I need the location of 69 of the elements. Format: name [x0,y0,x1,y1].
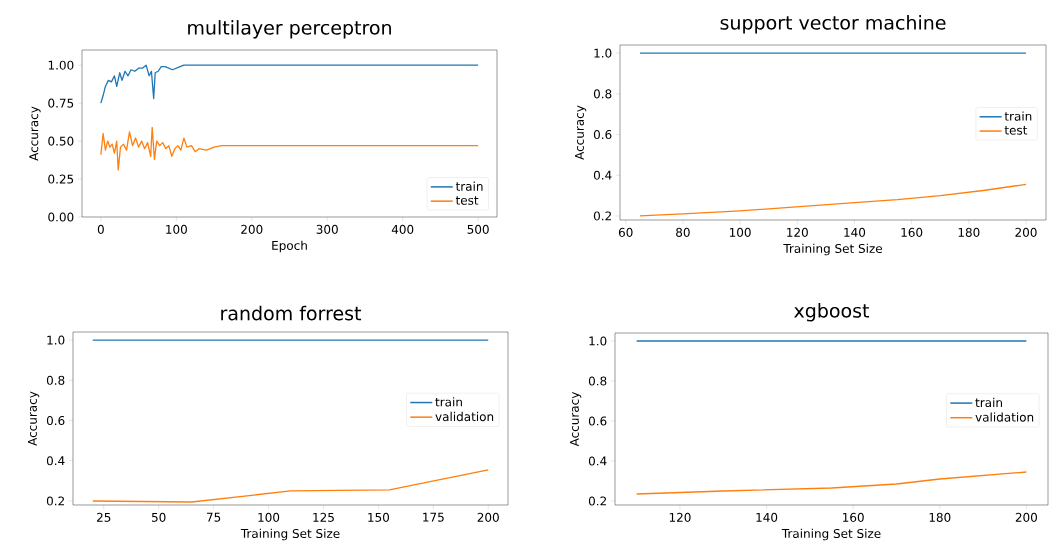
x-tick-label: 100 [729,227,751,237]
x-tick-label: 180 [929,512,951,522]
y-tick-label: 1.0 [589,336,607,346]
y-tick-label: 0.4 [593,170,612,180]
y-tick-label: 0.2 [588,496,606,506]
chart-title: random forrest [221,305,362,321]
y-tick-label: 0.8 [588,376,607,386]
x-tick-label: 200 [477,512,499,522]
x-tick-label: 140 [756,512,778,522]
line-series [636,471,1028,495]
x-tick-label: 200 [1015,512,1038,522]
chart-title: xgboost [794,303,870,322]
x-tick-label: 200 [1015,227,1037,237]
chart-title: support vector machine [720,15,946,34]
legend-label: test [455,196,479,205]
y-tick-label: 0.6 [588,416,607,426]
y-tick-label: 0.75 [48,98,74,108]
y-axis-title: Accuracy [28,391,40,446]
x-tick-label: 80 [676,227,690,237]
legend-label: validation [435,411,494,422]
y-tick-label: 0.4 [588,456,607,466]
y-tick-label: 0.00 [48,212,74,222]
y-tick-label: 0.2 [593,211,611,221]
y-tick-label: 1.0 [594,48,612,58]
x-tick-label: 200 [241,224,263,234]
legend-label: train [435,397,462,407]
x-tick-label: 300 [316,224,338,234]
legend-label: train [455,181,483,191]
x-tick-label: 120 [669,512,691,522]
x-axis-title: Epoch [272,240,307,253]
x-tick-label: 140 [844,227,866,237]
x-tick-label: 100 [258,512,280,522]
x-axis-title: Training Set Size [240,528,340,541]
y-tick-label: 0.50 [48,136,74,146]
x-tick-label: 400 [391,224,414,234]
y-tick-label: 0.4 [46,456,65,466]
x-tick-label: 25 [97,512,111,522]
x-tick-label: 50 [151,512,166,522]
x-axis-title: Training Set Size [781,528,881,541]
y-axis-title: Accuracy [29,106,41,161]
x-tick-label: 120 [787,227,808,237]
y-tick-label: 0.6 [46,415,65,426]
chart-title: multilayer perceptron [188,20,391,39]
legend-label: train [1004,111,1032,121]
legend-label: validation [975,412,1034,422]
y-tick-label: 0.2 [46,496,64,506]
y-tick-label: 1.00 [48,60,74,70]
x-tick-label: 125 [313,512,334,522]
y-tick-label: 0.25 [48,174,74,184]
y-tick-label: 0.8 [593,89,612,99]
x-tick-label: 160 [843,512,864,522]
x-axis-title: Training Set Size [783,243,883,256]
x-tick-label: 75 [206,512,221,522]
x-tick-label: 180 [958,227,980,237]
y-axis-title: Accuracy [575,105,587,160]
x-tick-label: 160 [901,227,923,237]
x-tick-label: 175 [423,512,444,522]
y-tick-label: 0.8 [46,375,65,385]
legend-label: train [975,397,1002,408]
y-tick-label: 0.6 [593,130,612,140]
x-tick-label: 0 [97,224,104,234]
x-tick-label: 500 [467,224,489,234]
y-axis-title: Accuracy [570,391,582,447]
x-tick-label: 60 [618,227,633,237]
legend-label: test [1004,126,1028,135]
y-tick-label: 1.0 [47,335,65,345]
x-tick-label: 100 [166,224,187,234]
line-series [92,469,489,503]
x-tick-label: 150 [368,512,390,522]
